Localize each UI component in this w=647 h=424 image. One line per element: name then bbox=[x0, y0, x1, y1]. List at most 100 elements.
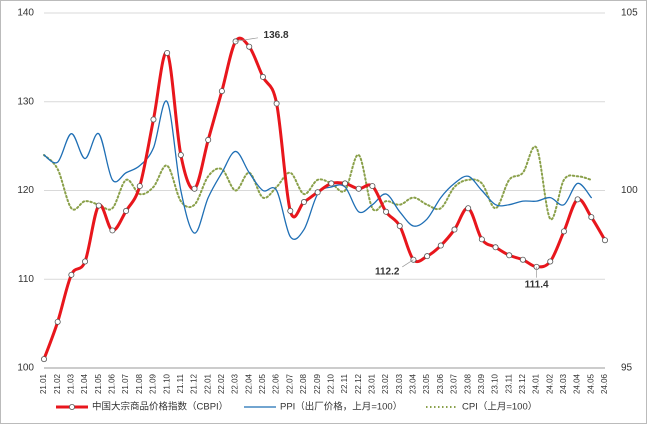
data-point bbox=[109, 227, 116, 234]
x-tick-label: 22.01 bbox=[203, 373, 212, 394]
data-point bbox=[205, 136, 212, 143]
data-point bbox=[437, 242, 444, 249]
y-tick-label: 120 bbox=[17, 185, 34, 196]
data-point bbox=[287, 207, 294, 214]
x-tick-label: 23.07 bbox=[450, 373, 459, 394]
data-point bbox=[342, 180, 349, 187]
x-tick-label: 22.04 bbox=[244, 373, 253, 394]
data-point bbox=[369, 183, 376, 190]
x-tick-label: 22.05 bbox=[258, 373, 267, 394]
x-tick-label: 23.11 bbox=[504, 373, 513, 393]
data-point bbox=[123, 207, 130, 214]
y2-tick-label: 105 bbox=[621, 8, 638, 19]
x-tick-label: 23.10 bbox=[491, 373, 500, 394]
data-point bbox=[273, 100, 280, 107]
annotation: 112.2 bbox=[375, 266, 400, 277]
data-point bbox=[506, 252, 513, 259]
x-tick-label: 24.01 bbox=[532, 373, 541, 394]
x-tick-label: 22.11 bbox=[340, 373, 349, 393]
legend-label: PPI（出厂价格，上月=100） bbox=[280, 401, 402, 413]
y-tick-label: 130 bbox=[17, 96, 34, 107]
x-tick-label: 21.03 bbox=[66, 373, 75, 394]
data-point bbox=[259, 73, 266, 80]
data-point bbox=[328, 180, 335, 187]
y-tick-label: 140 bbox=[17, 8, 34, 19]
x-tick-label: 24.06 bbox=[600, 373, 609, 394]
y2-tick-label: 100 bbox=[621, 185, 638, 196]
x-tick-label: 22.09 bbox=[313, 373, 322, 394]
x-tick-label: 21.10 bbox=[162, 373, 171, 394]
data-point bbox=[451, 226, 458, 233]
x-tick-label: 21.07 bbox=[121, 373, 130, 394]
x-tick-label: 22.03 bbox=[231, 373, 240, 394]
data-point bbox=[68, 271, 75, 278]
x-tick-label: 21.12 bbox=[190, 373, 199, 394]
x-tick-label: 21.01 bbox=[39, 373, 48, 394]
data-point bbox=[602, 237, 609, 244]
data-point bbox=[177, 151, 184, 158]
data-point bbox=[136, 183, 143, 190]
data-point bbox=[164, 49, 171, 56]
x-tick-label: 21.08 bbox=[135, 373, 144, 394]
x-tick-label: 22.07 bbox=[285, 373, 294, 394]
data-point bbox=[54, 318, 61, 325]
x-tick-label: 24.03 bbox=[559, 373, 568, 394]
x-tick-label: 23.12 bbox=[518, 373, 527, 394]
data-point bbox=[574, 196, 581, 203]
x-tick-label: 22.02 bbox=[217, 373, 226, 394]
x-tick-label: 24.05 bbox=[586, 373, 595, 394]
annotation-leader bbox=[235, 37, 259, 42]
data-point bbox=[150, 116, 157, 123]
data-point bbox=[41, 356, 48, 363]
annotation-leader bbox=[402, 259, 414, 268]
data-point bbox=[396, 222, 403, 229]
annotation: 111.4 bbox=[525, 279, 549, 290]
data-point bbox=[588, 214, 595, 221]
data-point bbox=[300, 199, 307, 206]
legend-marker bbox=[69, 403, 76, 410]
x-tick-label: 22.12 bbox=[354, 373, 363, 394]
data-point bbox=[218, 88, 225, 95]
x-tick-label: 23.04 bbox=[409, 373, 418, 394]
x-tick-label: 24.04 bbox=[573, 373, 582, 394]
x-tick-label: 21.11 bbox=[176, 373, 185, 393]
x-tick-label: 23.02 bbox=[381, 373, 390, 394]
x-tick-label: 22.08 bbox=[299, 373, 308, 394]
x-tick-label: 23.08 bbox=[463, 373, 472, 394]
data-point bbox=[355, 185, 362, 192]
x-tick-label: 24.02 bbox=[545, 373, 554, 394]
y-tick-label: 100 bbox=[17, 363, 34, 374]
x-tick-label: 21.09 bbox=[149, 373, 158, 394]
x-tick-label: 22.06 bbox=[272, 373, 281, 394]
data-point bbox=[95, 202, 102, 209]
x-tick-label: 22.10 bbox=[326, 373, 335, 394]
data-point bbox=[424, 253, 431, 260]
y2-tick-label: 95 bbox=[621, 363, 633, 374]
y-tick-label: 110 bbox=[18, 274, 34, 285]
x-tick-label: 23.05 bbox=[422, 373, 431, 394]
legend-label: 中国大宗商品价格指数（CBPI） bbox=[92, 401, 228, 413]
data-point bbox=[314, 189, 321, 196]
x-tick-label: 21.02 bbox=[53, 373, 62, 394]
data-point bbox=[465, 205, 472, 212]
data-point bbox=[383, 208, 390, 215]
x-tick-label: 23.09 bbox=[477, 373, 486, 394]
x-tick-label: 21.06 bbox=[108, 373, 117, 394]
data-point bbox=[191, 185, 198, 192]
data-point bbox=[492, 244, 499, 251]
annotation: 136.8 bbox=[264, 30, 289, 41]
data-point bbox=[519, 256, 526, 263]
x-tick-label: 21.04 bbox=[80, 373, 89, 394]
x-tick-label: 23.01 bbox=[367, 373, 376, 394]
x-tick-label: 23.03 bbox=[395, 373, 404, 394]
legend-label: CPI（上月=100） bbox=[462, 401, 537, 413]
data-point bbox=[560, 228, 567, 235]
data-point bbox=[82, 258, 89, 265]
data-point bbox=[246, 43, 253, 50]
series-line bbox=[43, 145, 593, 221]
data-point bbox=[478, 236, 485, 243]
x-tick-label: 23.06 bbox=[436, 373, 445, 394]
x-tick-label: 21.05 bbox=[94, 373, 103, 394]
